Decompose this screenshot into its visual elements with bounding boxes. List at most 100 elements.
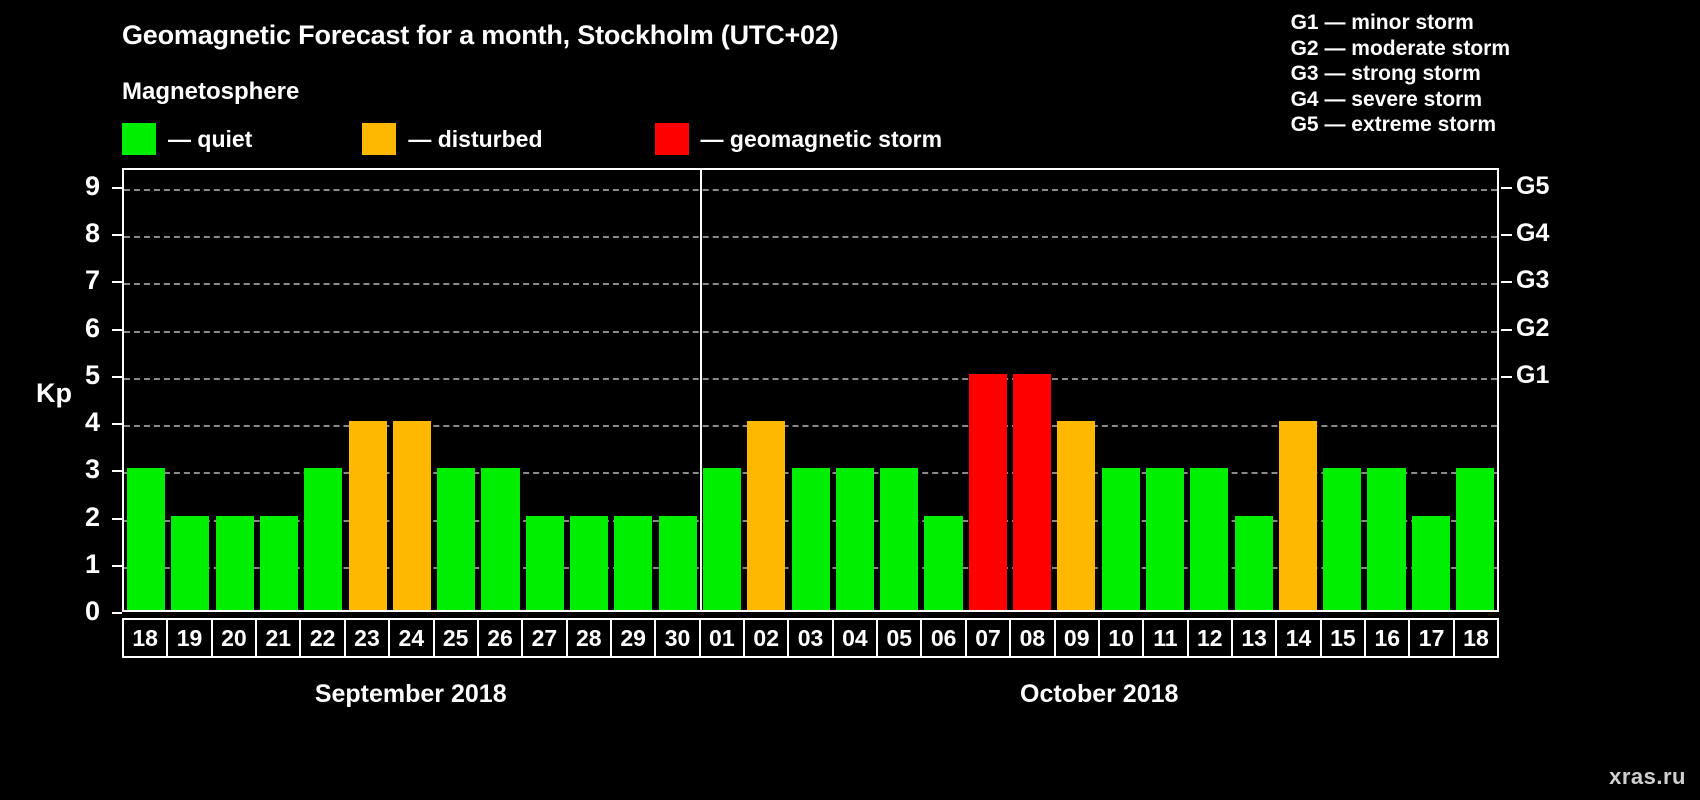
g-tick-mark [1501,186,1512,189]
g-tick-mark [1501,375,1512,378]
legend-entry: — geomagnetic storm [654,122,943,156]
bar [968,373,1007,610]
bar [348,421,387,610]
day-label: 07 [964,618,1012,658]
y-tick-label: 9 [84,170,100,201]
y-tick-label: 5 [84,359,100,390]
day-label: 02 [743,618,790,658]
bar [1411,515,1450,610]
day-label: 08 [1009,618,1056,658]
legend-entry: — quiet [122,122,252,156]
y-tick-label: 4 [84,407,100,438]
bar-slot [966,170,1010,610]
bar [1323,468,1362,610]
plot-area [122,168,1499,612]
bar-slot [744,170,788,610]
bar [1057,421,1096,610]
g-tick-label: G4 [1516,219,1550,248]
legend-swatch-icon [362,123,397,155]
bar [171,515,210,610]
g-scale-row: G5 — extreme storm [1290,113,1497,136]
bar-slot [833,170,877,610]
bar [880,468,919,610]
g-scale-row: G1 — minor storm [1290,11,1474,34]
bar-slot [434,170,478,610]
y-tick-mark [112,470,122,473]
bar-slot [257,170,301,610]
day-label: 27 [521,618,568,658]
watermark: xras.ru [1609,764,1686,789]
bar-slot [611,170,655,610]
bar [1190,468,1229,610]
bar-slot [1143,170,1187,610]
legend-label: — disturbed [408,125,543,152]
gridline [124,377,1497,380]
day-label: 12 [1186,618,1233,658]
gridline [124,425,1497,428]
y-tick-label: 8 [84,218,100,249]
bar [924,515,963,610]
month-divider [700,170,703,610]
day-label: 11 [1142,618,1189,658]
g-scale-row: G3 — strong storm [1290,62,1481,85]
g-tick-label: G3 [1516,266,1550,295]
bar-slot [523,170,567,610]
bar-slot [921,170,965,610]
bar-slot [1320,170,1364,610]
bar [525,515,564,610]
bar [215,515,254,610]
bar [1367,468,1406,610]
day-label: 22 [299,618,346,658]
day-label: 15 [1319,618,1367,658]
y-tick-mark [112,423,122,426]
bar-slot [1187,170,1231,610]
month-caption: October 2018 [1020,680,1179,708]
bar-slot [788,170,832,610]
day-label: 04 [831,618,879,658]
g-scale-row: G4 — severe storm [1290,87,1483,111]
color-legend: — quiet — disturbed — geomagnetic storm [122,122,942,156]
y-tick-mark [112,564,122,567]
day-label: 30 [654,618,701,658]
bar-slot [1453,170,1497,610]
bar [1101,468,1140,610]
y-tick-label: 1 [84,548,100,579]
day-label: 01 [698,618,746,658]
bar [1456,468,1495,610]
bar [702,468,742,610]
day-label: 09 [1053,618,1100,658]
bar-slot [124,170,168,610]
day-label: 14 [1275,618,1322,658]
y-tick-label: 6 [84,312,100,343]
bar [747,421,786,610]
bar [791,468,830,610]
bar-slot [567,170,611,610]
day-label: 26 [476,618,524,658]
bar-slot [1054,170,1098,610]
y-tick-label: 7 [84,265,100,296]
bar [481,468,520,610]
chart-header: Geomagnetic Forecast for a month, Stockh… [0,0,1700,165]
legend-label: — geomagnetic storm [700,125,943,152]
bar [1278,421,1317,610]
g-tick-mark [1501,328,1512,331]
day-label: 03 [787,618,834,658]
bar-slot [1276,170,1320,610]
g-tick-mark [1501,281,1512,284]
day-label: 18 [122,618,169,658]
bar-slot [1231,170,1275,610]
bar-series [124,170,1497,610]
bar [127,468,166,610]
day-label: 18 [1452,618,1500,658]
bar [614,515,653,610]
bar [437,468,476,610]
bar-slot [1099,170,1143,610]
bar [570,515,609,610]
y-tick-label: 2 [84,501,100,532]
y-axis-title: Kp [36,378,72,408]
bar-slot [1364,170,1408,610]
y-tick-mark [112,281,122,284]
bar-slot [345,170,389,610]
day-label: 29 [609,618,657,658]
